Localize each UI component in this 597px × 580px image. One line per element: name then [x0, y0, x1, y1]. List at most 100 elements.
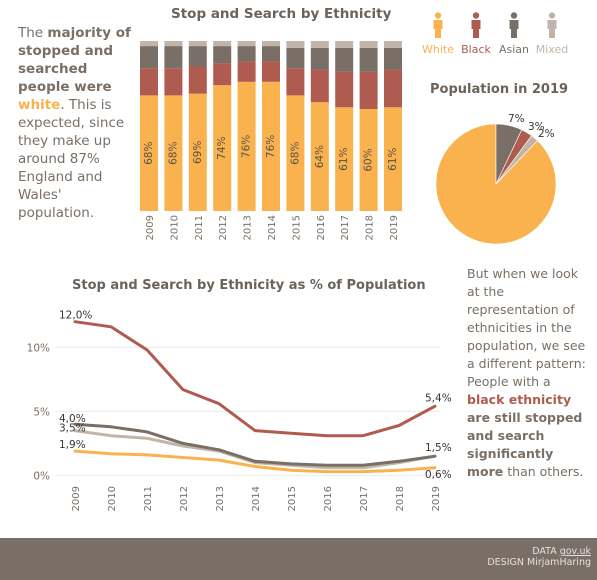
- legend-label-black: Black: [461, 43, 491, 56]
- pie-label-mixed: 2%: [538, 128, 555, 140]
- line-chart-title: Stop and Search by Ethnicity as % of Pop…: [72, 278, 426, 293]
- right-part2: than others.: [503, 464, 584, 479]
- bar-segment-black: [164, 68, 183, 96]
- intro-white-word: white: [18, 97, 61, 113]
- bar-x-tick-label: 2016: [316, 215, 327, 240]
- bar-x-tick-label: 2010: [169, 215, 180, 240]
- bar-segment-black: [140, 68, 158, 96]
- bar-segment-white: [310, 102, 329, 211]
- bar-x-tick-label: 2018: [365, 215, 376, 240]
- line-start-label-mixed: 3,5%: [59, 423, 86, 435]
- bar-segment-mixed: [384, 41, 402, 48]
- bar-x-tick-label: 2019: [389, 215, 400, 240]
- footer-data-source-link[interactable]: gov.uk: [559, 546, 591, 557]
- bar-segment-black: [213, 63, 232, 86]
- bar-segment-mixed: [164, 41, 183, 47]
- line-start-label-white: 1,9%: [59, 439, 86, 451]
- footer-data-label: DATA: [532, 546, 560, 557]
- bar-segment-mixed: [262, 41, 280, 47]
- pie-label-black: 3%: [528, 121, 545, 133]
- legend-label-asian: Asian: [498, 43, 530, 56]
- bar-segment-black: [335, 71, 354, 108]
- line-x-tick-label: 2016: [323, 486, 334, 511]
- bar-segment-asian: [140, 46, 158, 69]
- line-y-tick-label: 10%: [27, 342, 50, 354]
- bar-data-label: 61%: [387, 147, 399, 170]
- line-x-tick-label: 2017: [359, 486, 370, 511]
- pie-chart: 87%7%3%2%: [435, 113, 557, 245]
- legend-item-asian: Asian: [494, 12, 534, 56]
- line-x-tick-label: 2014: [251, 486, 262, 511]
- bar-segment-white: [140, 95, 158, 211]
- line-x-tick-label: 2011: [143, 486, 154, 511]
- bar-segment-asian: [262, 46, 280, 62]
- bar-segment-white: [359, 109, 378, 211]
- line-chart: 10% 5% 0% 2009 2010 2011 2012 2013 2014 2015 2016 2…: [27, 310, 452, 512]
- pie-label-asian: 7%: [508, 113, 525, 125]
- bar-x-tick-label: 2017: [340, 215, 351, 240]
- bar-segment-black: [310, 69, 329, 103]
- bar-segment-black: [359, 71, 378, 109]
- line-series-white: [73, 449, 437, 474]
- bar-data-label: 76%: [241, 135, 253, 158]
- bar-segment-black: [188, 66, 207, 94]
- bar-segment-asian: [310, 47, 329, 70]
- line-x-tick-label: 2012: [179, 486, 190, 511]
- bar-data-label: 68%: [143, 142, 155, 165]
- bar-segment-white: [384, 107, 402, 211]
- bar-segment-asian: [237, 46, 256, 62]
- bar-segment-asian: [164, 46, 183, 69]
- bar-segment-mixed: [140, 41, 158, 47]
- line-start-label-asian: 4,0%: [59, 413, 86, 425]
- bar-x-tick-label: 2013: [243, 215, 254, 240]
- bar-data-label: 69%: [192, 141, 204, 164]
- footer-data-line: DATA gov.uk: [487, 546, 591, 557]
- bar-data-label: 68%: [167, 142, 179, 165]
- footer-design-line: DESIGN MirjamHaring: [487, 557, 591, 568]
- bar-segment-black: [286, 68, 305, 96]
- bar-segment-black: [262, 61, 280, 82]
- bar-data-label: 76%: [265, 135, 277, 158]
- legend-label-mixed: Mixed: [535, 43, 569, 56]
- bar-segment-white: [213, 85, 232, 211]
- intro-part1: The: [18, 25, 48, 41]
- line-x-tick-label: 2013: [215, 486, 226, 511]
- intro-bold: majority of stopped and searched people …: [18, 25, 131, 95]
- line-x-tick-label: 2019: [431, 486, 442, 511]
- bar-segment-asian: [335, 47, 354, 72]
- bar-data-label: 74%: [216, 136, 228, 159]
- line-x-tick-label: 2015: [287, 486, 298, 511]
- right-black-ethnicity: black ethnicity: [467, 392, 572, 407]
- line-series-asian: [73, 422, 437, 467]
- bar-x-tick-label: 2014: [267, 215, 278, 240]
- bar-data-label: 61%: [338, 147, 350, 170]
- pie-chart-title: Population in 2019: [430, 82, 569, 97]
- right-text: But when we look at the representation o…: [467, 265, 587, 481]
- bar-segment-white: [262, 81, 280, 211]
- intro-part2: . This is expected, since they make up a…: [18, 97, 125, 221]
- bar-x-tick-label: 2015: [291, 215, 302, 240]
- bar-segment-asian: [359, 47, 378, 72]
- bar-segment-mixed: [213, 41, 232, 47]
- bar-segment-white: [188, 93, 207, 211]
- line-end-label-asian: 1,5%: [425, 442, 452, 454]
- pie-slice-mixed: [495, 135, 538, 185]
- line-y-tick-label: 0%: [33, 470, 50, 482]
- right-bold: are still stopped and search significant…: [467, 410, 583, 479]
- person-icon: [509, 12, 519, 38]
- footer: [0, 538, 597, 580]
- legend-item-black: Black: [456, 12, 496, 56]
- line-start-label-black: 12,0%: [59, 310, 92, 322]
- bar-x-tick-label: 2012: [218, 215, 229, 240]
- legend-item-mixed: Mixed: [532, 12, 572, 56]
- bar-segment-mixed: [237, 41, 256, 47]
- bar-segment-asian: [384, 47, 402, 70]
- line-x-tick-label: 2009: [71, 486, 82, 511]
- person-icon: [547, 12, 557, 38]
- line-end-label-white: 0,6%: [425, 469, 452, 481]
- bar-segment-asian: [213, 46, 232, 64]
- bar-segment-white: [164, 95, 183, 211]
- bar-segment-asian: [286, 47, 305, 69]
- intro-text: The majority of stopped and searched peo…: [18, 24, 138, 222]
- bar-data-label: 68%: [289, 142, 301, 165]
